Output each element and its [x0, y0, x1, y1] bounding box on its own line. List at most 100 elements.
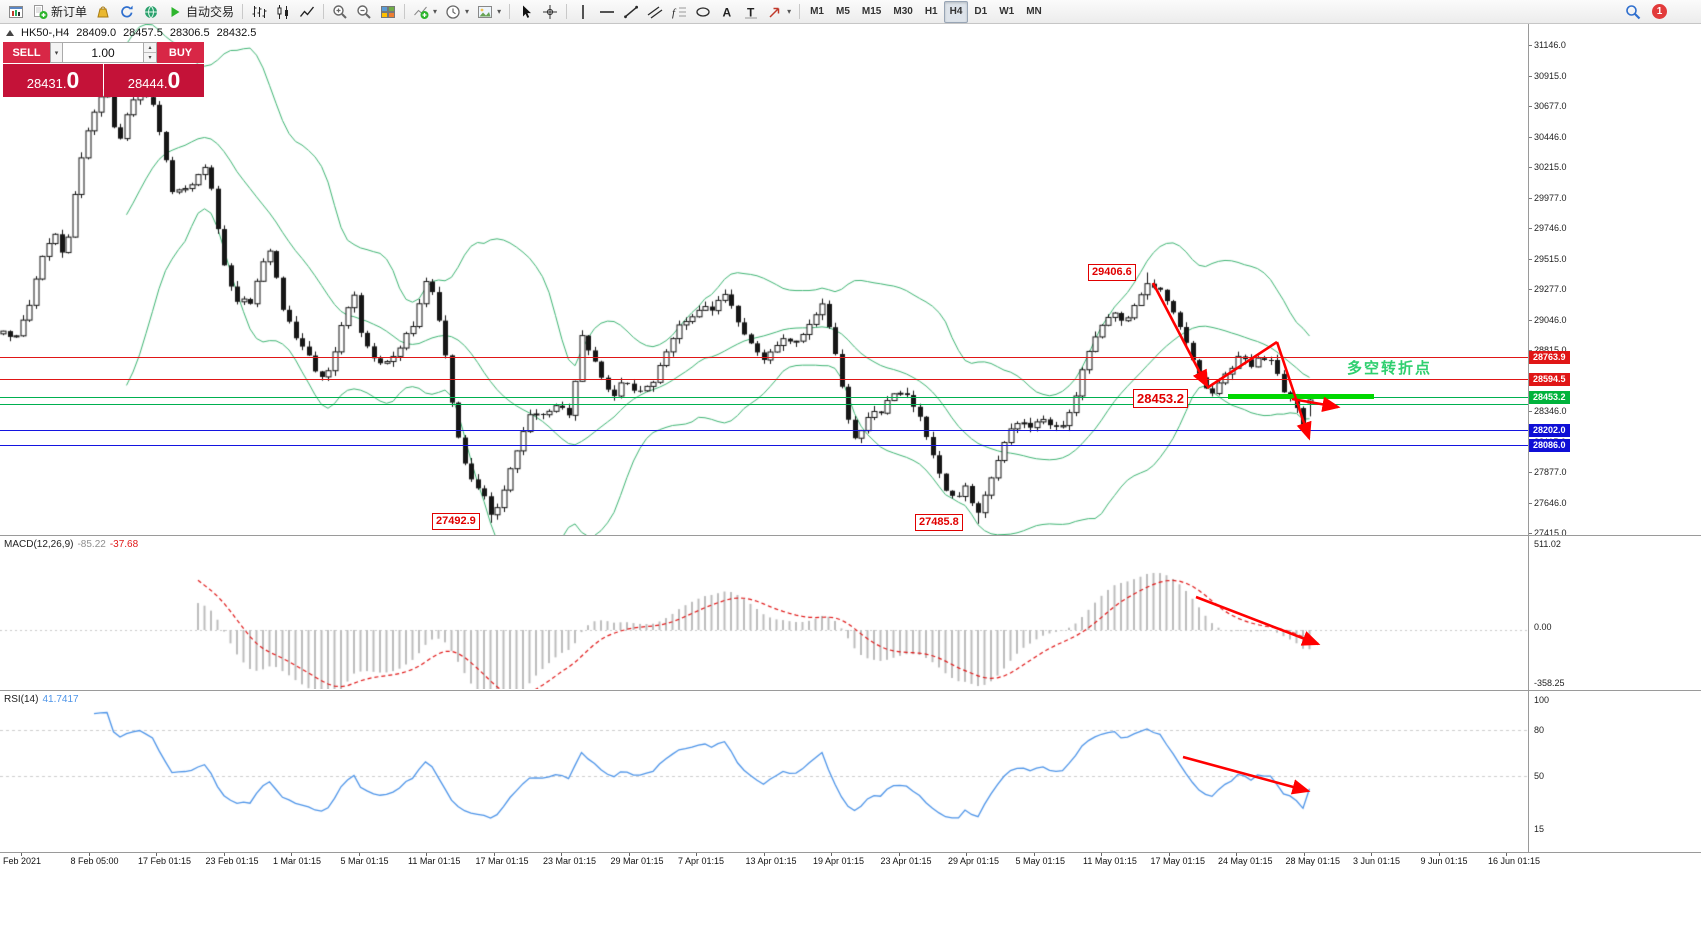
time-axis-label: 1 Mar 01:15 — [273, 856, 322, 866]
vertical-line-button[interactable] — [571, 1, 595, 23]
equidistant-channel-button[interactable] — [643, 1, 667, 23]
rsi-value: 41.7417 — [42, 694, 79, 705]
one-click-trading-panel: SELL 1.00 BUY 28431.0 28444.0 — [3, 42, 204, 97]
horizontal-price-line[interactable] — [0, 445, 1528, 446]
rsi-name: RSI(14) — [4, 694, 39, 705]
time-axis-label: 17 May 01:15 — [1150, 856, 1206, 866]
dropdown-caret-icon: ▾ — [497, 7, 502, 16]
horizontal-price-line[interactable] — [0, 404, 1528, 405]
crosshair-button[interactable] — [538, 1, 562, 23]
chart-window-button[interactable] — [4, 1, 28, 23]
text-button[interactable]: A — [715, 1, 739, 23]
price-chart-canvas[interactable] — [0, 24, 1528, 535]
volume-dropdown-button[interactable] — [50, 42, 63, 63]
text-icon: A — [719, 4, 735, 20]
notification-badge[interactable]: 1 — [1652, 4, 1667, 19]
horizontal-line-icon — [599, 4, 615, 20]
horizontal-price-line[interactable] — [0, 430, 1528, 431]
macd-indicator-label: MACD(12,26,9) -85.22 -37.68 — [4, 539, 138, 550]
timeframe-m5-button[interactable]: M5 — [836, 6, 850, 17]
zoom-in-icon — [332, 4, 348, 20]
timeframe-h1-button[interactable]: H1 — [924, 6, 938, 17]
toolbar-separator — [404, 4, 406, 19]
arrows-button[interactable]: ▾ — [763, 1, 795, 23]
time-axis-label: 29 Apr 01:15 — [948, 856, 1000, 866]
support-zone-highlight[interactable] — [1228, 394, 1374, 399]
rsi-panel-separator[interactable] — [0, 690, 1701, 691]
time-axis-label: Feb 2021 — [3, 856, 42, 866]
macd-panel-separator[interactable] — [0, 535, 1701, 536]
timeframe-w1-button[interactable]: W1 — [999, 6, 1015, 17]
cursor-button[interactable] — [514, 1, 538, 23]
timeframe-m30-button[interactable]: M30 — [893, 6, 913, 17]
sell-price-display[interactable]: 28431. 0 — [3, 64, 103, 97]
refresh-icon — [119, 4, 135, 20]
ellipse-button[interactable] — [691, 1, 715, 23]
templates-button[interactable]: ▾ — [473, 1, 505, 23]
price-label-pivot[interactable]: 28453.2 — [1133, 389, 1188, 409]
price-label-low-may[interactable]: 27485.8 — [915, 513, 963, 531]
toolbar: 新订单 自动交易 ▾ ▾ ▾ f A T ▾ M1 M5 M15 M30 H1 H4 D1 W1 MN 1 — [0, 0, 1701, 24]
candle-chart-icon — [275, 4, 291, 20]
zoom-out-button[interactable] — [352, 1, 376, 23]
price-tag: 28453.2 — [1529, 391, 1570, 404]
algo-trading-button[interactable]: 自动交易 — [163, 1, 238, 23]
horizontal-price-line[interactable] — [0, 379, 1528, 380]
indicators-button[interactable]: ▾ — [409, 1, 441, 23]
dropdown-caret-icon: ▾ — [787, 7, 792, 16]
search-button[interactable] — [1621, 1, 1645, 23]
timeframe-h4-button[interactable]: H4 — [943, 0, 969, 23]
text-label-button[interactable]: T — [739, 1, 763, 23]
macd-axis-label: 511.02 — [1534, 539, 1561, 549]
timeframe-m1-button[interactable]: M1 — [810, 6, 824, 17]
timeframe-m15-button[interactable]: M15 — [861, 6, 882, 17]
time-axis-label: 24 May 01:15 — [1218, 856, 1273, 866]
volume-stepper — [144, 42, 157, 63]
volume-decrease-button[interactable] — [144, 53, 156, 62]
market-icon — [95, 4, 111, 20]
horizontal-price-line[interactable] — [0, 357, 1528, 358]
line-chart-button[interactable] — [295, 1, 319, 23]
buy-button[interactable]: BUY — [157, 42, 204, 63]
price-axis-label: 28577.0 — [1534, 375, 1567, 386]
trendline-button[interactable] — [619, 1, 643, 23]
timeframe-d1-button[interactable]: D1 — [974, 6, 988, 17]
trendline-icon — [623, 4, 639, 20]
time-axis-separator — [0, 852, 1701, 853]
refresh-button[interactable] — [115, 1, 139, 23]
macd-panel-canvas[interactable] — [0, 536, 1528, 689]
rsi-indicator-label: RSI(14) 41.7417 — [4, 694, 79, 705]
zoom-in-button[interactable] — [328, 1, 352, 23]
horizontal-line-button[interactable] — [595, 1, 619, 23]
price-label-swing-high[interactable]: 29406.6 — [1088, 263, 1136, 281]
candle-chart-button[interactable] — [271, 1, 295, 23]
timeframe-mn-button[interactable]: MN — [1026, 6, 1042, 17]
sell-button[interactable]: SELL — [3, 42, 50, 63]
bar-chart-button[interactable] — [247, 1, 271, 23]
annotation-text-turning-point[interactable]: 多空转折点 — [1347, 360, 1433, 377]
price-axis-label: 28815.0 — [1534, 345, 1567, 355]
dropdown-caret-icon: ▾ — [433, 7, 438, 16]
new-order-button[interactable]: 新订单 — [28, 1, 91, 23]
chart-window-icon — [8, 4, 24, 20]
horizontal-price-line[interactable] — [0, 397, 1528, 398]
volume-increase-button[interactable] — [144, 43, 156, 53]
line-chart-icon — [299, 4, 315, 20]
volume-input[interactable]: 1.00 — [63, 42, 144, 63]
buy-price-display[interactable]: 28444. 0 — [104, 64, 204, 97]
price-tag: 28763.9 — [1529, 351, 1570, 364]
community-button[interactable] — [139, 1, 163, 23]
rsi-panel-canvas[interactable] — [0, 692, 1528, 852]
periods-icon — [445, 4, 461, 20]
price-label-low-march[interactable]: 27492.9 — [432, 512, 480, 530]
svg-text:T: T — [747, 5, 755, 19]
templates-icon — [477, 4, 493, 20]
one-click-collapse-icon[interactable] — [6, 30, 14, 36]
fibonacci-button[interactable]: f — [667, 1, 691, 23]
algo-trading-icon — [167, 4, 183, 20]
new-order-label: 新订单 — [51, 5, 88, 19]
market-button[interactable] — [91, 1, 115, 23]
periods-button[interactable]: ▾ — [441, 1, 473, 23]
tile-windows-button[interactable] — [376, 1, 400, 23]
bar-chart-icon — [251, 4, 267, 20]
